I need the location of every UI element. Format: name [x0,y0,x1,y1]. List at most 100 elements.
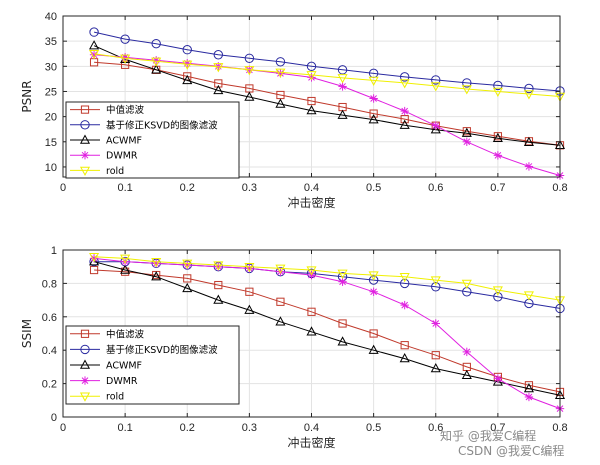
x-tick-label: 0.7 [490,422,505,434]
legend-item-rold: rold [70,392,124,403]
data-point-ksvd-filter [89,27,99,37]
y-axis-label: SSIM [20,319,34,348]
legend-marker [79,166,91,176]
data-point-acwmf [337,109,348,119]
legend-marker [80,329,90,338]
tick-labels: 0 0.1 0.2 0.3 0.4 0.5 0.6 0.7 0.8 0 0.2 0.4 0.6 0.8 1 [42,245,568,434]
legend-marker [79,392,91,402]
legend-label: 基于修正KSVD的图像滤波 [106,344,218,356]
data-point-acwmf [461,369,472,379]
data-point-acwmf [306,326,317,336]
series-line-median-filter [94,61,561,146]
x-tick-label: 0.8 [552,182,567,194]
legend-label: ACWMF [106,361,142,372]
data-point-rold [151,57,162,67]
legend-item-ksvd-filter: 基于修正KSVD的图像滤波 [70,344,218,356]
data-point-median-filter [183,274,192,283]
series-line-dwmr [94,54,561,176]
data-point-rold [244,263,255,273]
x-tick-label: 0.5 [366,182,381,194]
series-line-dwmr [94,257,561,410]
data-point-rold [399,273,410,283]
data-point-rold [182,259,193,269]
data-point-rold [182,60,193,70]
legend-item-median-filter: 中值滤波 [70,328,145,340]
data-point-ksvd-filter [337,65,348,75]
data-point-acwmf [182,282,193,293]
data-point-ksvd-filter [431,282,441,292]
data-point-acwmf [244,91,255,101]
data-point-rold [492,87,503,98]
y-tick-label: 10 [45,162,57,174]
data-point-median-filter [276,297,285,306]
data-point-rold [275,68,286,78]
x-tick-label: 0.3 [242,422,257,434]
series-line-acwmf [93,45,561,146]
data-point-median-filter [462,127,471,136]
data-point-dwmr [493,374,503,383]
data-point-median-filter [400,341,409,350]
y-tick-label: 25 [45,86,57,98]
data-point-median-filter [214,79,223,88]
legend-item-acwmf: ACWMF [70,359,142,372]
y-tick-label: 0 [51,412,57,424]
data-point-dwmr [400,106,409,116]
data-point-rold [430,82,441,92]
data-point-rold [306,266,317,276]
data-point-dwmr [338,82,347,91]
legend-label: rold [106,392,124,403]
data-point-ksvd-filter [493,80,503,91]
series-ksvd-filter [89,27,565,96]
data-point-ksvd-filter [462,78,472,88]
series-line-rold [94,53,561,97]
tick-labels: 0 0.1 0.2 0.3 0.4 0.5 0.6 0.7 0.8 10 15 20 25 30 35 40 [45,11,568,194]
data-point-acwmf [461,127,472,137]
x-tick-label: 0.6 [428,422,443,434]
data-point-median-filter [369,329,378,338]
data-point-acwmf [306,105,317,115]
data-point-rold [461,85,472,95]
data-point-median-filter [307,307,316,316]
data-point-ksvd-filter [524,83,534,94]
legend-marker [79,359,91,369]
legend-item-rold: rold [70,166,124,177]
data-point-dwmr [524,162,534,171]
data-point-median-filter [400,115,409,124]
data-point-rold [337,74,348,84]
data-point-rold [523,291,534,301]
data-point-median-filter [307,96,316,106]
legend-item-ksvd-filter: 基于修正KSVD的图像滤波 [70,119,218,131]
x-tick-label: 0.2 [180,182,195,194]
data-point-ksvd-filter [182,45,192,55]
data-point-ksvd-filter [275,57,286,67]
legend-label: DWMR [106,376,138,387]
x-tick-label: 0.4 [304,422,319,434]
data-point-ksvd-filter [213,50,224,60]
y-tick-label: 35 [45,36,57,48]
legend-item-dwmr: DWMR [70,376,138,387]
data-point-acwmf [368,114,379,124]
data-point-acwmf [244,304,255,314]
data-point-ksvd-filter [151,38,161,49]
data-point-acwmf [430,124,441,134]
data-point-dwmr [493,151,503,160]
legend-box [65,325,240,405]
data-point-dwmr [431,319,440,328]
data-point-rold [306,71,317,81]
data-point-dwmr [462,347,472,357]
data-point-dwmr [400,300,409,310]
data-point-median-filter [493,132,502,141]
series-line-median-filter [94,269,561,393]
data-point-acwmf [368,344,379,354]
x-tick-label: 0.5 [366,422,381,434]
data-point-median-filter [338,319,347,328]
legend-marker [80,151,90,160]
legend-label: 基于修正KSVD的图像滤波 [106,119,218,131]
data-point-acwmf [151,271,162,281]
legend-label: DWMR [106,151,138,162]
x-tick-label: 0.4 [304,182,319,194]
watermark-line1: 知乎 @我爱C编程 [440,428,536,443]
data-point-rold [399,79,410,89]
